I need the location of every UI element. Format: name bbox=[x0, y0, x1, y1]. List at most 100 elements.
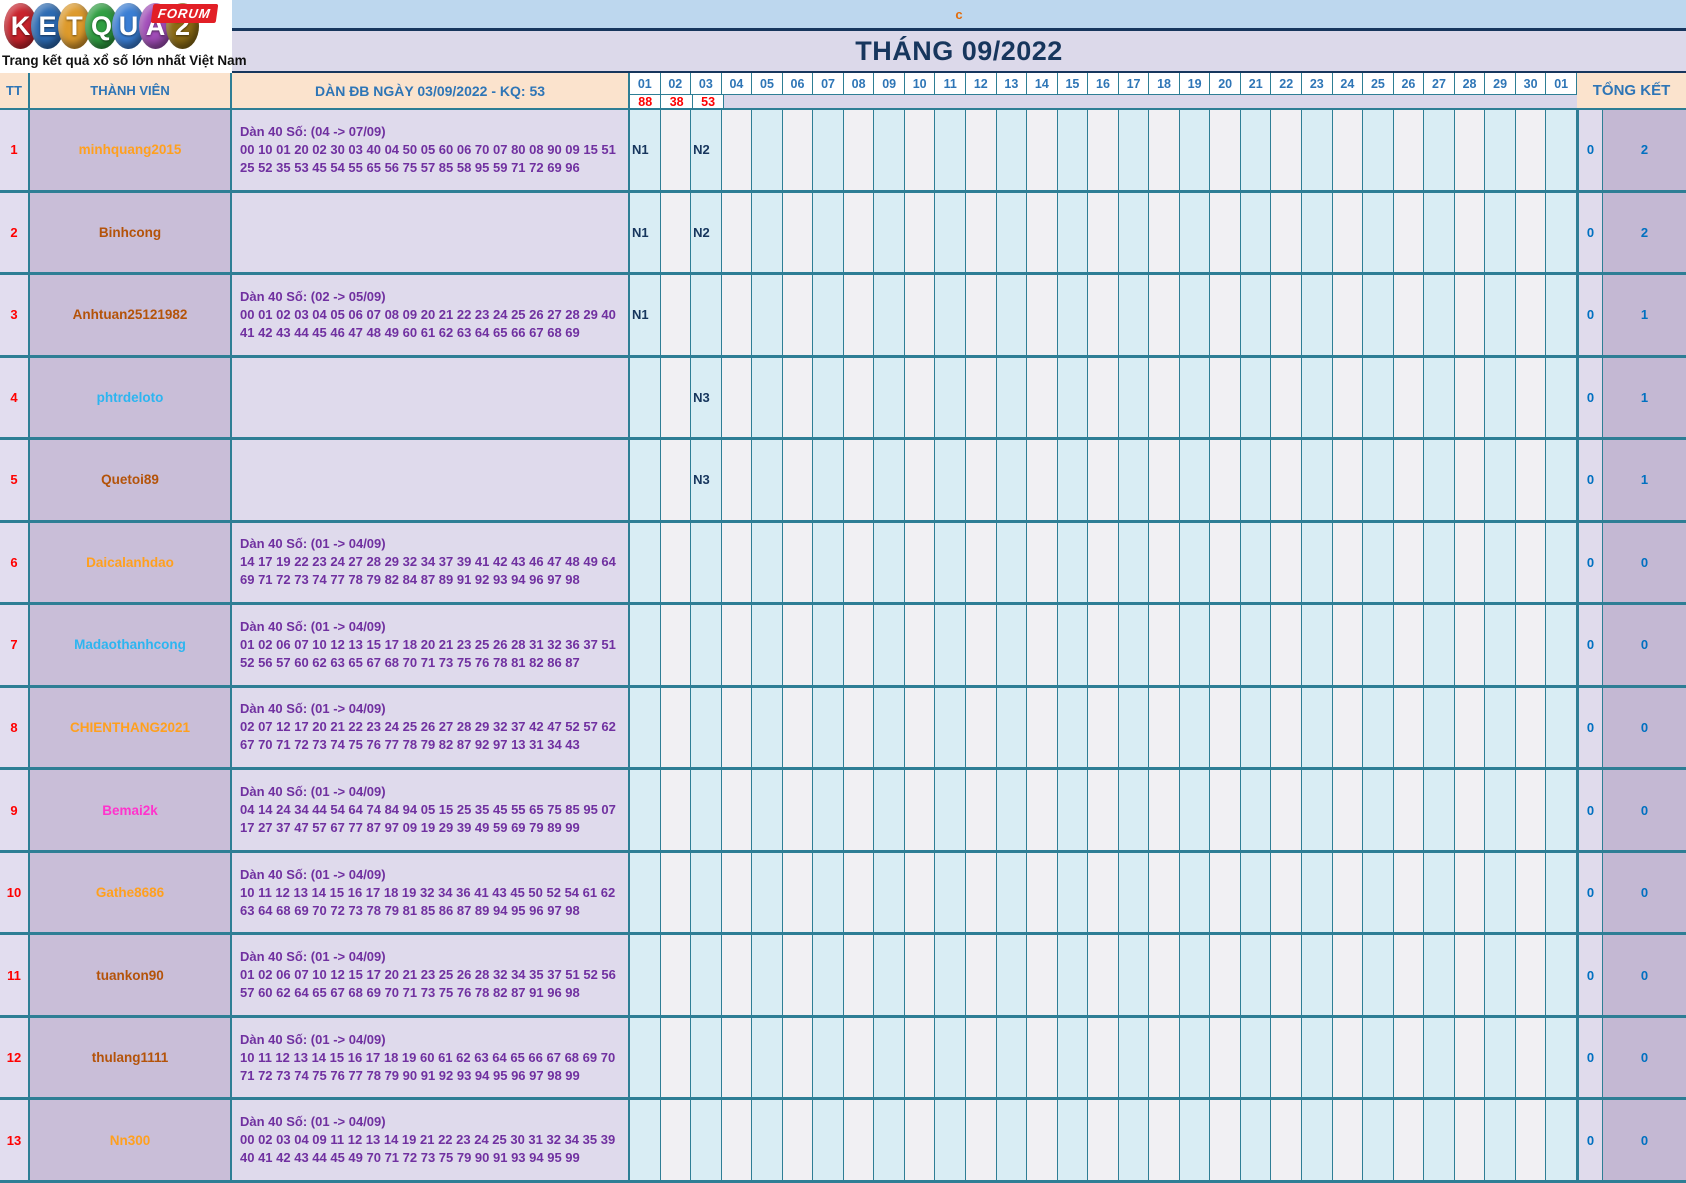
day-cell bbox=[1332, 522, 1364, 603]
dan-numbers: 00 01 02 03 04 05 06 07 08 09 20 21 22 2… bbox=[240, 306, 616, 340]
day-cell bbox=[874, 522, 905, 603]
day-cell bbox=[1393, 605, 1425, 685]
day-cell bbox=[1363, 935, 1394, 1015]
member-name[interactable]: Madaothanhcong bbox=[30, 605, 232, 685]
day-cell bbox=[1515, 522, 1547, 603]
day-cell bbox=[1515, 687, 1547, 768]
table-row: 9 Bemai2k Dàn 40 Số: (01 -> 04/09) 04 14 24… bbox=[0, 770, 1686, 853]
day-cell bbox=[843, 852, 875, 933]
total-col-2: 0 bbox=[1603, 605, 1686, 685]
day-cell bbox=[782, 357, 814, 438]
day-cell bbox=[1057, 440, 1089, 520]
row-index: 6 bbox=[0, 522, 30, 603]
day-cell bbox=[966, 852, 997, 933]
site-tagline: Trang kết quả xổ số lớn nhất Việt Nam bbox=[2, 52, 247, 68]
member-name[interactable]: Bemai2k bbox=[30, 770, 232, 850]
day-cell bbox=[996, 1017, 1028, 1098]
day-cell bbox=[1179, 522, 1211, 603]
day-cell bbox=[1454, 935, 1486, 1015]
day-cell bbox=[843, 357, 875, 438]
day-cell bbox=[1363, 852, 1394, 933]
dan-title: Dàn 40 Số: (01 -> 04/09) bbox=[240, 701, 386, 717]
day-cell bbox=[813, 440, 844, 520]
day-cell bbox=[1271, 192, 1303, 273]
title-band: THÁNG 09/2022 bbox=[232, 31, 1686, 73]
row-index: 10 bbox=[0, 852, 30, 933]
day-cell bbox=[1454, 852, 1486, 933]
day-cell bbox=[1088, 275, 1119, 355]
day-cell bbox=[1088, 110, 1119, 190]
day-cell bbox=[1210, 1100, 1241, 1180]
day-cell-mark: N1 bbox=[630, 275, 661, 355]
table-row: 13 Nn300 Dàn 40 Số: (01 -> 04/09) 00 02 03 … bbox=[0, 1100, 1686, 1180]
member-name[interactable]: Quetoi89 bbox=[30, 440, 232, 520]
day-cell bbox=[1088, 935, 1119, 1015]
member-name[interactable]: tuankon90 bbox=[30, 935, 232, 1015]
day-cell bbox=[1485, 687, 1516, 768]
day-cell bbox=[1302, 357, 1333, 438]
day-cell bbox=[935, 192, 967, 273]
member-name[interactable]: phtrdeloto bbox=[30, 357, 232, 438]
day-cell bbox=[1027, 522, 1058, 603]
day-cell bbox=[1393, 687, 1425, 768]
day-cell bbox=[1027, 357, 1058, 438]
day-cell bbox=[843, 605, 875, 685]
total-col-1: 0 bbox=[1577, 110, 1603, 190]
day-cell bbox=[1210, 275, 1241, 355]
day-header-cell: 28 bbox=[1454, 73, 1486, 95]
row-index: 1 bbox=[0, 110, 30, 190]
day-cell bbox=[660, 935, 692, 1015]
dan-cell bbox=[232, 440, 630, 520]
day-cell bbox=[813, 935, 844, 1015]
member-name[interactable]: Nn300 bbox=[30, 1100, 232, 1180]
day-cell bbox=[1149, 852, 1180, 933]
day-cell bbox=[1393, 357, 1425, 438]
member-name[interactable]: Anhtuan25121982 bbox=[30, 275, 232, 355]
day-cell bbox=[782, 275, 814, 355]
dan-cell: Dàn 40 Số: (01 -> 04/09) 00 02 03 04 09 1… bbox=[232, 1100, 630, 1180]
day-cell bbox=[752, 440, 783, 520]
day-cell bbox=[1057, 935, 1089, 1015]
member-name[interactable]: CHIENTHANG2021 bbox=[30, 687, 232, 768]
day-cell bbox=[1363, 770, 1394, 850]
day-cell bbox=[996, 1100, 1028, 1180]
dan-numbers: 00 10 01 20 02 30 03 40 04 50 05 60 06 7… bbox=[240, 141, 616, 175]
day-cell bbox=[966, 605, 997, 685]
day-cell bbox=[904, 852, 936, 933]
total-col-1: 0 bbox=[1577, 1017, 1603, 1098]
day-result-cell: 53 bbox=[692, 95, 725, 109]
day-cell bbox=[1240, 275, 1272, 355]
day-cell bbox=[1027, 1017, 1058, 1098]
day-cell bbox=[1240, 852, 1272, 933]
day-cell bbox=[1240, 440, 1272, 520]
day-cell bbox=[843, 935, 875, 1015]
day-cell bbox=[1424, 1100, 1455, 1180]
day-header-cell: 06 bbox=[782, 73, 814, 95]
day-cell bbox=[782, 192, 814, 273]
day-header-cell: 27 bbox=[1424, 73, 1455, 95]
day-cell bbox=[813, 357, 844, 438]
member-name[interactable]: Daicalanhdao bbox=[30, 522, 232, 603]
dan-numbers: 00 02 03 04 09 11 12 13 14 19 21 22 23 2… bbox=[240, 1132, 616, 1166]
day-cell bbox=[935, 852, 967, 933]
day-cell bbox=[1210, 770, 1241, 850]
day-cell bbox=[935, 1100, 967, 1180]
day-cell bbox=[752, 852, 783, 933]
member-name[interactable]: Gathe8686 bbox=[30, 852, 232, 933]
member-name[interactable]: minhquang2015 bbox=[30, 110, 232, 190]
day-cell bbox=[1424, 110, 1455, 190]
day-cell bbox=[1027, 770, 1058, 850]
day-cell bbox=[721, 275, 753, 355]
member-name[interactable]: Binhcong bbox=[30, 192, 232, 273]
day-cell bbox=[1332, 1100, 1364, 1180]
day-header-cell: 17 bbox=[1118, 73, 1150, 95]
day-cell bbox=[721, 687, 753, 768]
day-cell bbox=[1118, 275, 1150, 355]
day-cell bbox=[996, 275, 1028, 355]
day-cell bbox=[1118, 522, 1150, 603]
day-cell bbox=[1149, 1100, 1180, 1180]
member-name[interactable]: thulang1111 bbox=[30, 1017, 232, 1098]
day-cell bbox=[996, 770, 1028, 850]
day-cell bbox=[1424, 605, 1455, 685]
